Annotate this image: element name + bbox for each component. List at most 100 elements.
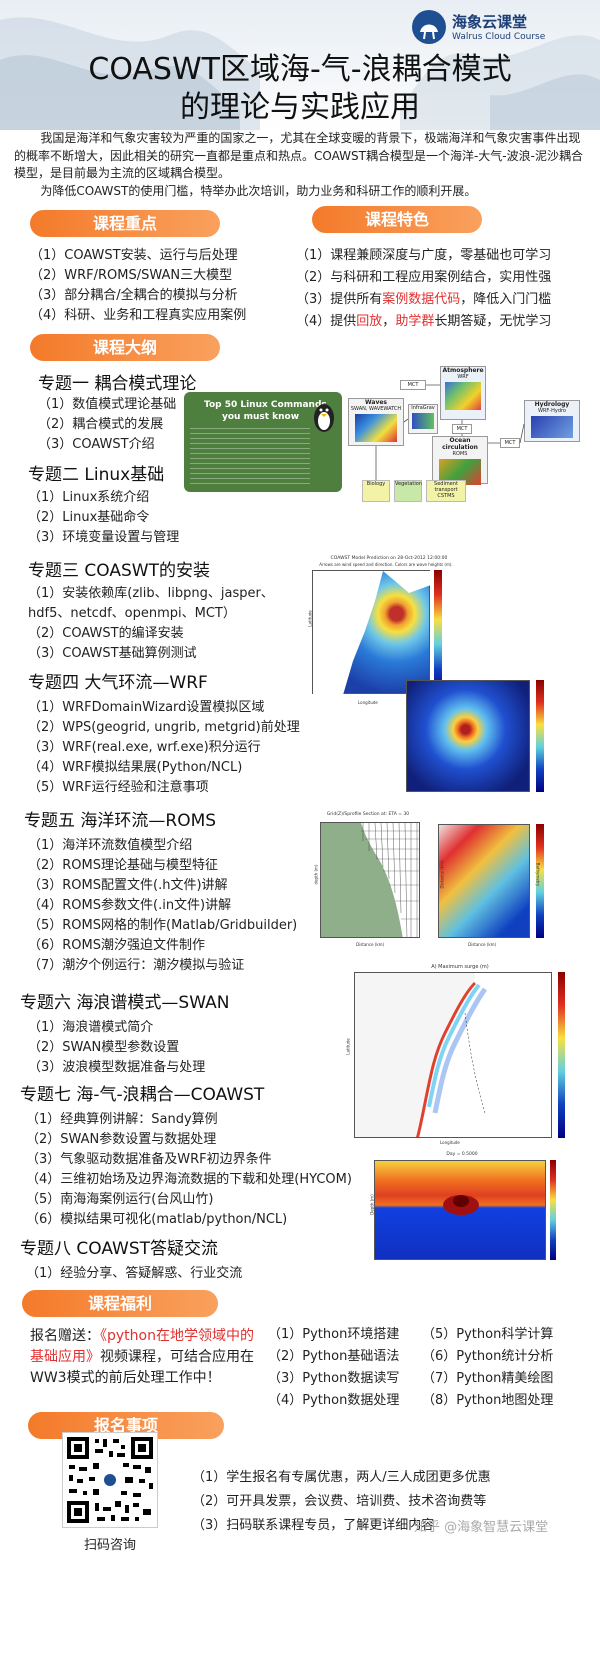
fig3-xlabel: Longitude <box>358 700 378 705</box>
feature-text: ， <box>382 314 396 329</box>
focus-item: （3）部分耦合/全耦合的模拟与分析 <box>30 288 238 303</box>
linux-commands-card: Top 50 Linux Commands you must know <box>184 392 342 492</box>
python-item: （7）Python精美绘图 <box>422 1371 554 1386</box>
walrus-logo-icon <box>412 10 446 44</box>
topic-item: （6）模拟结果可视化(matlab/python/NCL) <box>26 1212 288 1227</box>
atmosphere-label: Atmosphere <box>442 367 484 374</box>
fig5-xlabel: Distance (km) <box>356 942 385 947</box>
python-item: （8）Python地图处理 <box>422 1393 554 1408</box>
atmosphere-map <box>445 382 481 410</box>
sediment-box: Sediment transport CSTMS <box>426 480 466 502</box>
sediment-model: CSTMS <box>437 493 455 499</box>
topic-item: （1）WRFDomainWizard设置模拟区域 <box>28 700 265 715</box>
feature-highlight: 助学群 <box>395 314 435 329</box>
topic-item: （4）ROMS参数文件(.in文件)讲解 <box>28 898 232 913</box>
topic-item: （1）经典算例讲解：Sandy算例 <box>26 1112 218 1127</box>
waves-model: SWAN, WAVEWATCH <box>350 406 402 412</box>
topic-item: （3）波浪模型数据准备与处理 <box>28 1060 206 1075</box>
python-item: （1）Python环境搭建 <box>268 1327 400 1342</box>
wave-decoration <box>0 17 600 130</box>
fig5-ylabel: depth (m) <box>313 864 319 885</box>
topic-item: （7）潮汐个例运行：潮汐模拟与验证 <box>28 958 245 973</box>
fig6-coast <box>355 973 488 1137</box>
brand-name: 海象云课堂 <box>452 13 528 31</box>
feature-item: （4）提供回放，助学群长期答疑，无忧学习 <box>296 310 551 329</box>
fig3-colorbar <box>434 570 442 694</box>
fig5-cblabel: Bathymetry <box>535 862 541 887</box>
topic-item: （2）COAWST的编译安装 <box>28 626 184 641</box>
signup-item: （2）可开具发票，会议费、培训费、技术咨询费等 <box>192 1494 487 1509</box>
sediment-label: Sediment transport <box>434 481 458 493</box>
feature-text: （3）提供所有 <box>296 292 383 307</box>
topic-item: （1）经验分享、答疑解惑、行业交流 <box>26 1266 243 1281</box>
topic-item: （4）三维初始场及边界海流数据的下载和处理(HYCOM) <box>26 1172 352 1187</box>
infragrav-map <box>412 413 434 429</box>
biology-box: Biology <box>362 480 390 502</box>
fig7-colorbar <box>550 1160 556 1260</box>
fig3-land <box>313 571 431 695</box>
fig5-title: Grid(Z)/Sprofile Section at: ETA = 30 <box>326 812 410 817</box>
python-item: （3）Python数据读写 <box>268 1371 400 1386</box>
fig3-subtitle: Arrows are wind speed and direction. Col… <box>319 562 453 567</box>
hydrology-map <box>531 416 573 438</box>
fig5-bathymetry-map <box>438 824 530 938</box>
infragrav-box: InfraGrav <box>408 404 438 434</box>
fig5-section <box>320 822 420 938</box>
fig3-title: COAWST Model Prediction on 28-Oct-2012 1… <box>330 556 448 561</box>
waves-map <box>355 414 397 442</box>
feature-item: （2）与科研和工程应用案例结合，实用性强 <box>296 270 552 285</box>
header-background <box>0 0 600 130</box>
wrf-colorbar <box>536 680 544 792</box>
topic-item: （6）ROMS潮汐强迫文件制作 <box>28 938 206 953</box>
topic-item: （3）COAWST介绍 <box>38 437 155 452</box>
signup-item: （1）学生报名有专属优惠，两人/三人成团更多优惠 <box>192 1470 491 1485</box>
linux-card-title1: Top 50 Linux Commands <box>204 400 327 410</box>
fig7-plot <box>374 1160 546 1260</box>
topic-title: 专题五 海洋环流—ROMS <box>24 811 217 831</box>
topic-item: （1）Linux系统介绍 <box>28 490 150 505</box>
python-item: （4）Python数据处理 <box>268 1393 400 1408</box>
python-item: （2）Python基础语法 <box>268 1349 400 1364</box>
fig6-xlabel: Longitude <box>440 1140 460 1145</box>
topic-title: 专题六 海浪谱模式—SWAN <box>20 993 230 1013</box>
page-title-line2: 的理论与实践应用 <box>180 90 420 125</box>
coupling-arrows <box>375 384 525 480</box>
fig6-map <box>354 972 552 1138</box>
intro-paragraph-2: 为降低COAWST的使用门槛，特举办此次培训，助力业务和科研工作的顺利开展。 <box>40 183 477 198</box>
topic-item: （2）Linux基础命令 <box>28 510 150 525</box>
topic-title: 专题七 海-气-浪耦合—COAWST <box>20 1085 265 1105</box>
hydrology-label: Hydrology <box>534 401 570 408</box>
focus-item: （1）COAWST安装、运行与后处理 <box>30 248 238 263</box>
qr-code[interactable] <box>62 1432 158 1528</box>
fig6-ylabel: Latitude <box>345 1038 351 1055</box>
welfare-gift-text: 报名赠送：《python在地学领域中的基础应用》视频课程，可结合应用在WW3模式… <box>30 1326 262 1389</box>
signup-item: （3）扫码联系课程专员，了解更详细内容 <box>192 1518 435 1533</box>
topic-title: 专题四 大气环流—WRF <box>28 673 208 693</box>
topic-item: （5）南海海案例运行(台风山竹) <box>26 1192 214 1207</box>
wrf-figure <box>404 680 550 796</box>
focus-item: （4）科研、业务和工程真实应用案例 <box>30 308 247 323</box>
feature-highlight: 案例数据代码 <box>382 292 461 307</box>
hydrology-box: Hydrology WRF-Hydro <box>524 400 580 442</box>
roms-section-figure: Grid(Z)/Sprofile Section at: ETA = 30 de… <box>306 812 426 952</box>
atmosphere-box: Atmosphere WRF <box>440 366 486 420</box>
topic-title: 专题三 COASWT的安装 <box>28 561 210 581</box>
fig3-map <box>312 570 431 695</box>
outline-section-label: 课程大纲 <box>30 334 220 361</box>
topic-item: （4）WRF模拟结果展(Python/NCL) <box>28 760 243 775</box>
focus-item: （2）WRF/ROMS/SWAN三大模型 <box>30 268 233 283</box>
fig5-ylabel2: Distance (km) <box>439 860 445 889</box>
command-list-texture <box>190 428 310 486</box>
roms-bathymetry-figure: Bathymetry Distance (km) Distance (km) <box>428 812 558 952</box>
topic-item: （2）SWAN参数设置与数据处理 <box>26 1132 217 1147</box>
topic-item: （5）ROMS网格的制作(Matlab/Gridbuilder) <box>28 918 298 933</box>
intro-paragraph-1: 我国是海洋和气象灾害较为严重的国家之一，尤其在全球变暖的背景下，极端海洋和气象灾… <box>14 131 583 180</box>
feature-text: （4）提供 <box>296 314 357 329</box>
penguin-icon <box>314 404 334 432</box>
mct-box-2: MCT <box>452 424 472 434</box>
ocean-model: ROMS <box>452 451 468 457</box>
coupling-diagram: Atmosphere WRF Waves SWAN, WAVEWATCH Inf… <box>348 364 584 504</box>
fig6-colorbar <box>558 972 565 1138</box>
surge-figure: A) Maximum surge (m) Latitude Longitude <box>340 964 578 1148</box>
fig5-xlabel2: Distance (km) <box>468 942 497 947</box>
